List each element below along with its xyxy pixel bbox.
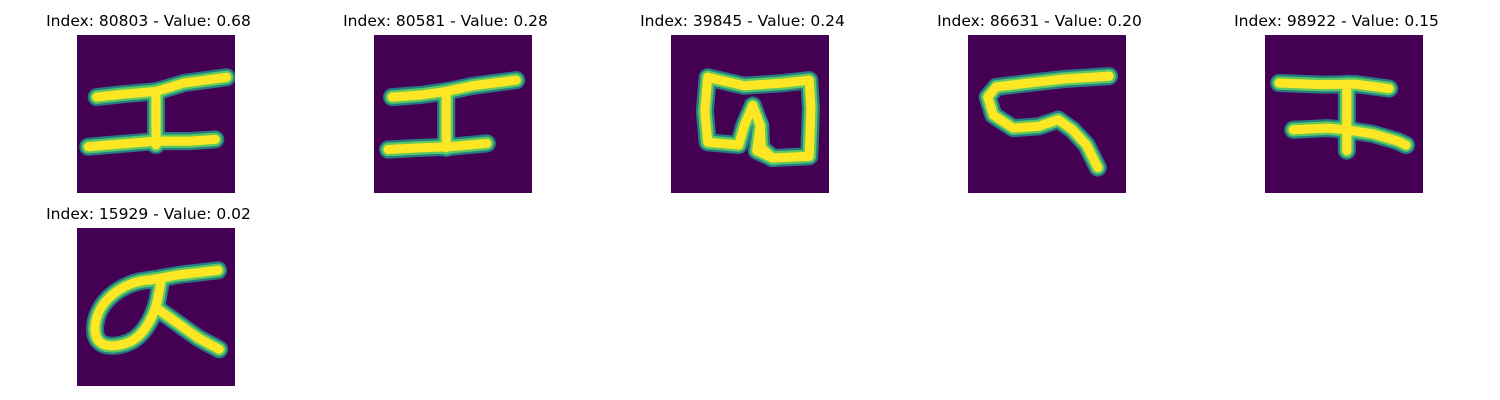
glyph-image — [968, 35, 1126, 193]
glyph-stroke — [1288, 123, 1411, 150]
glyph-image — [1265, 35, 1423, 193]
handwritten-glyph — [79, 68, 235, 156]
glyph-stroke — [983, 71, 1114, 173]
handwritten-glyph — [86, 261, 229, 359]
glyph-stroke — [1274, 78, 1394, 94]
glyph-image — [374, 35, 532, 193]
glyph-stroke — [383, 138, 492, 155]
glyph-image-svg — [968, 35, 1126, 193]
glyph-stroke — [83, 134, 220, 152]
glyph-image-svg — [1265, 35, 1423, 193]
glyph-image — [77, 228, 235, 386]
handwritten-glyph — [1270, 73, 1416, 160]
glyph-image-svg — [77, 35, 235, 193]
glyph-image-svg — [374, 35, 532, 193]
panel-title: Index: 39845 - Value: 0.24 — [640, 12, 845, 30]
glyph-image-svg — [671, 35, 829, 193]
glyph-image — [77, 35, 235, 193]
glyph-stroke — [154, 305, 224, 354]
glyph-stroke — [145, 265, 223, 285]
panel-title: Index: 80581 - Value: 0.28 — [343, 12, 548, 30]
glyph-image-svg — [77, 228, 235, 386]
panel-title: Index: 15929 - Value: 0.02 — [46, 205, 251, 223]
glyph-image — [671, 35, 829, 193]
handwritten-glyph — [978, 67, 1119, 177]
glyph-stroke — [90, 275, 166, 351]
panel-title: Index: 80803 - Value: 0.68 — [46, 12, 251, 30]
panel-title: Index: 86631 - Value: 0.20 — [937, 12, 1142, 30]
handwritten-glyph — [695, 68, 820, 168]
handwritten-glyph — [379, 71, 526, 159]
glyph-stroke — [752, 120, 778, 163]
panel-title: Index: 98922 - Value: 0.15 — [1234, 12, 1439, 30]
